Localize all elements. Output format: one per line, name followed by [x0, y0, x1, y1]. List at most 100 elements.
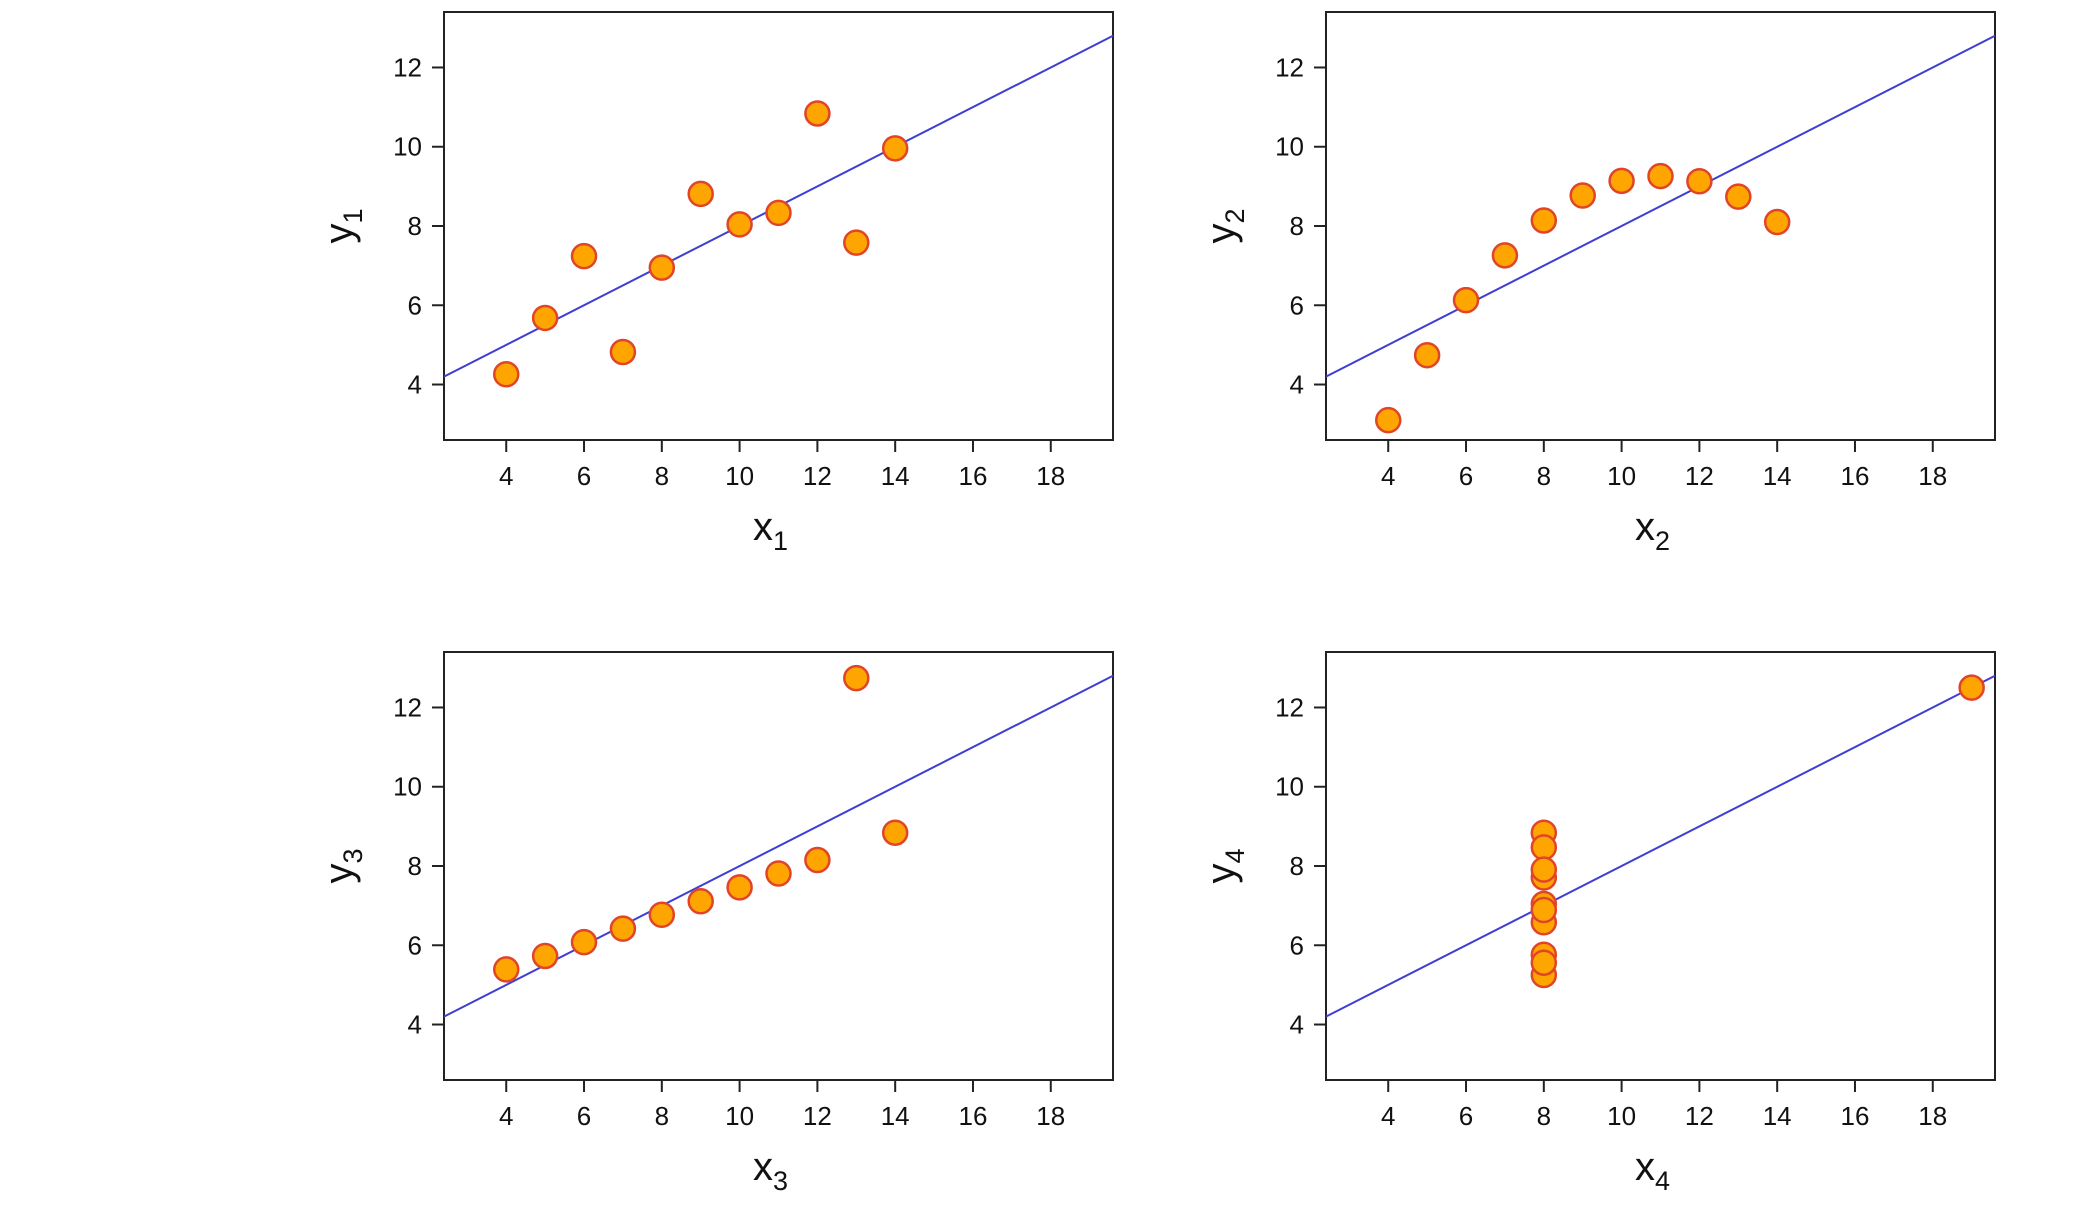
- data-point-3-10: [609, 915, 637, 942]
- data-point-2-10: [1491, 242, 1519, 269]
- data-point-1-11: [531, 304, 559, 332]
- x-tick-label-3-16: 16: [959, 1101, 988, 1131]
- data-point-4-10: [1530, 856, 1558, 883]
- y-tick-label-1-12: 12: [393, 52, 422, 82]
- data-point-3-1: [726, 874, 753, 901]
- data-point-4-9: [1530, 949, 1558, 976]
- x-tick-label-2-8: 8: [1537, 461, 1551, 491]
- x-axis-label-1: x1: [753, 505, 788, 556]
- x-axis-label-3: x3: [753, 1145, 788, 1196]
- x-tick-label-1-10: 10: [725, 461, 754, 491]
- x-tick-label-3-4: 4: [499, 1101, 513, 1131]
- y-tick-label-3-10: 10: [393, 772, 422, 802]
- data-point-2-3: [1725, 183, 1752, 210]
- y-axis-label-4: y4: [1199, 848, 1250, 883]
- x-tick-label-4-10: 10: [1607, 1101, 1636, 1131]
- data-point-1-9: [804, 100, 831, 127]
- x-tick-label-1-14: 14: [881, 461, 910, 491]
- x-tick-label-1-8: 8: [655, 461, 669, 491]
- y-tick-label-1-8: 8: [408, 211, 422, 241]
- x-tick-label-3-10: 10: [725, 1101, 754, 1131]
- scatter-panel-3: 4 6 8 10 12 14 16 18 4 6 8 10 12 x3 y3: [317, 651, 1114, 1196]
- y-tick-label-4-12: 12: [1275, 692, 1304, 722]
- scatter-panel-2: 4 6 8 10 12 14 16 18 4 6 8 10 12 x2 y2: [1199, 11, 1996, 556]
- x-tick-label-3-8: 8: [655, 1101, 669, 1131]
- data-point-2-5: [1647, 162, 1674, 190]
- data-point-3-11: [531, 942, 559, 970]
- y-tick-label-2-12: 12: [1275, 52, 1304, 82]
- data-point-3-4: [687, 888, 714, 915]
- y-tick-label-2-4: 4: [1290, 370, 1304, 400]
- x-tick-label-1-18: 18: [1036, 461, 1065, 491]
- y-axis-label-1: y1: [317, 208, 368, 243]
- data-point-3-8: [492, 956, 520, 983]
- x-tick-label-1-12: 12: [803, 461, 832, 491]
- y-tick-label-3-12: 12: [393, 692, 422, 722]
- x-tick-label-2-16: 16: [1841, 461, 1870, 491]
- x-tick-label-3-18: 18: [1036, 1101, 1065, 1131]
- data-point-2-1: [1608, 167, 1635, 195]
- regression-line-4: [1325, 674, 1996, 1018]
- x-tick-label-4-16: 16: [1841, 1101, 1870, 1131]
- y-tick-label-1-4: 4: [408, 370, 422, 400]
- y-tick-label-4-6: 6: [1290, 930, 1304, 960]
- y-tick-label-3-4: 4: [408, 1010, 422, 1040]
- regression-line-2: [1325, 34, 1996, 378]
- data-point-3-5: [765, 860, 792, 887]
- plot-frame-4: [1325, 651, 1996, 1081]
- x-tick-label-4-6: 6: [1459, 1101, 1473, 1131]
- data-point-1-1: [726, 211, 753, 238]
- y-tick-label-2-6: 6: [1290, 290, 1304, 320]
- data-point-1-7: [570, 242, 598, 270]
- x-tick-label-2-12: 12: [1685, 461, 1714, 491]
- x-tick-label-3-14: 14: [881, 1101, 910, 1131]
- data-point-2-11: [1413, 341, 1441, 369]
- data-point-2-6: [1763, 208, 1791, 236]
- y-tick-label-4-10: 10: [1275, 772, 1304, 802]
- y-axis-label-2: y2: [1199, 208, 1250, 243]
- y-tick-label-2-8: 8: [1290, 211, 1304, 241]
- x-tick-label-2-4: 4: [1381, 461, 1395, 491]
- data-point-2-2: [1530, 207, 1558, 234]
- data-point-2-4: [1569, 182, 1596, 209]
- x-tick-label-4-14: 14: [1763, 1101, 1792, 1131]
- data-point-4-8: [1958, 674, 1985, 701]
- data-point-1-3: [843, 229, 870, 256]
- data-point-3-3: [843, 664, 870, 692]
- x-tick-label-4-18: 18: [1918, 1101, 1947, 1131]
- y-tick-label-3-6: 6: [408, 930, 422, 960]
- data-point-3-9: [804, 846, 831, 874]
- y-tick-label-2-10: 10: [1275, 132, 1304, 162]
- x-tick-label-4-12: 12: [1685, 1101, 1714, 1131]
- y-tick-label-4-4: 4: [1290, 1010, 1304, 1040]
- y-tick-label-4-8: 8: [1290, 851, 1304, 881]
- data-point-3-6: [881, 819, 909, 846]
- plot-frame-2: [1325, 11, 1996, 441]
- x-tick-label-2-18: 18: [1918, 461, 1947, 491]
- x-tick-label-1-6: 6: [577, 461, 591, 491]
- x-axis-label-2: x2: [1635, 505, 1670, 556]
- data-point-4-11: [1530, 896, 1558, 924]
- x-tick-label-2-10: 10: [1607, 461, 1636, 491]
- data-point-2-9: [1686, 167, 1713, 195]
- y-tick-label-3-8: 8: [408, 851, 422, 881]
- x-tick-label-2-14: 14: [1763, 461, 1792, 491]
- y-axis-label-3: y3: [317, 848, 368, 883]
- data-point-2-8: [1374, 406, 1402, 434]
- data-point-1-8: [492, 360, 520, 388]
- y-tick-label-1-10: 10: [393, 132, 422, 162]
- x-tick-label-2-6: 6: [1459, 461, 1473, 491]
- scatter-panel-1: 4 6 8 10 12 14 16 18 4 6 8 10 12 x1 y1: [317, 11, 1114, 556]
- x-tick-label-3-12: 12: [803, 1101, 832, 1131]
- x-axis-label-4: x4: [1635, 1145, 1670, 1196]
- x-tick-label-3-6: 6: [577, 1101, 591, 1131]
- x-tick-label-4-4: 4: [1381, 1101, 1395, 1131]
- x-tick-label-4-8: 8: [1537, 1101, 1551, 1131]
- data-point-3-2: [648, 901, 676, 928]
- y-tick-label-1-6: 6: [408, 290, 422, 320]
- data-point-3-7: [570, 928, 598, 956]
- data-point-1-6: [881, 135, 909, 162]
- scatter-panel-4: 4 6 8 10 12 14 16 18 4 6 8 10 12 x4 y4: [1199, 651, 1996, 1196]
- data-point-1-5: [765, 199, 792, 227]
